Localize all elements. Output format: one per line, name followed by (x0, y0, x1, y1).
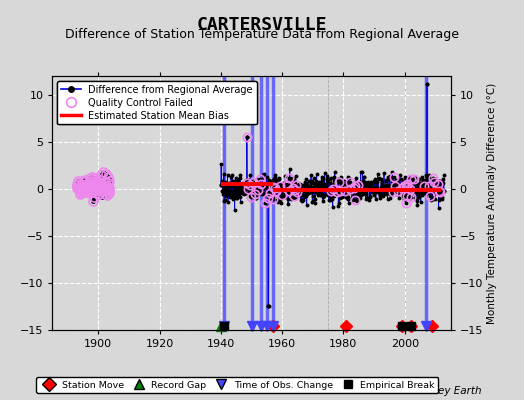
Y-axis label: Monthly Temperature Anomaly Difference (°C): Monthly Temperature Anomaly Difference (… (487, 82, 497, 324)
Text: Berkeley Earth: Berkeley Earth (406, 386, 482, 396)
Text: Difference of Station Temperature Data from Regional Average: Difference of Station Temperature Data f… (65, 28, 459, 41)
Legend: Station Move, Record Gap, Time of Obs. Change, Empirical Break: Station Move, Record Gap, Time of Obs. C… (36, 377, 439, 393)
Text: CARTERSVILLE: CARTERSVILLE (196, 16, 328, 34)
Legend: Difference from Regional Average, Quality Control Failed, Estimated Station Mean: Difference from Regional Average, Qualit… (57, 81, 257, 124)
